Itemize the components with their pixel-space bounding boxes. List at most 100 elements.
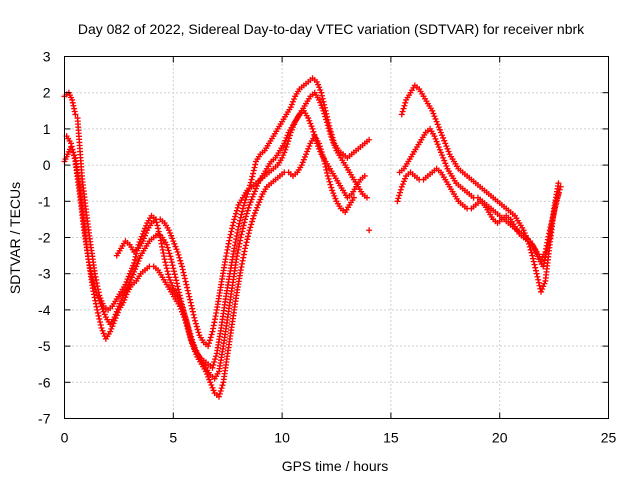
data-point (440, 154, 447, 161)
data-point (258, 193, 265, 200)
data-point (439, 152, 446, 159)
data-point (172, 274, 179, 281)
data-point (94, 309, 101, 316)
data-point (322, 113, 329, 120)
data-point (70, 149, 77, 156)
data-point (535, 276, 542, 283)
data-point (208, 331, 215, 338)
data-point (331, 142, 338, 149)
data-point (177, 295, 184, 302)
data-point (118, 297, 125, 304)
data-point (189, 336, 196, 343)
series-track-7 (398, 82, 562, 295)
data-point (181, 275, 188, 282)
data-point (226, 234, 233, 241)
data-point (523, 235, 530, 242)
data-point (431, 113, 438, 120)
data-marks (61, 75, 564, 400)
data-point (168, 279, 175, 286)
data-point (548, 221, 555, 228)
data-point (257, 196, 264, 203)
data-point (179, 263, 186, 270)
data-point (69, 96, 76, 103)
data-point (186, 293, 193, 300)
data-point (125, 282, 132, 289)
data-point (212, 356, 219, 363)
data-point (248, 176, 255, 183)
data-point (164, 244, 171, 251)
data-point (237, 214, 244, 221)
data-point (555, 191, 562, 198)
x-tick-label: 20 (492, 430, 508, 446)
data-point (240, 222, 247, 229)
data-point (114, 305, 121, 312)
data-point (521, 229, 528, 236)
data-point (289, 98, 296, 105)
data-point (93, 289, 100, 296)
data-point (433, 138, 440, 145)
data-point (237, 217, 244, 224)
data-point (209, 364, 216, 371)
data-point (179, 266, 186, 273)
data-point (125, 273, 132, 280)
data-point (119, 295, 126, 302)
data-point (107, 328, 114, 335)
data-point (366, 136, 373, 143)
data-point (154, 222, 161, 229)
data-point (218, 385, 225, 392)
x-tick-label: 15 (383, 430, 399, 446)
data-point (228, 228, 235, 235)
data-point (251, 164, 258, 171)
data-point (435, 144, 442, 150)
axis-ticks: 0 5 10 15 20 25 -7 -6 -5 -4 -3 -2 -1 0 1 2 3 (38, 49, 616, 446)
data-point (180, 307, 187, 314)
data-point (252, 207, 259, 214)
data-point (331, 192, 338, 199)
data-point (176, 292, 183, 299)
data-point (309, 125, 316, 132)
data-point (100, 330, 107, 337)
data-point (534, 273, 541, 280)
data-point (250, 167, 257, 174)
data-point (280, 152, 287, 159)
data-point (254, 182, 261, 189)
data-point (90, 280, 97, 287)
data-point (325, 175, 332, 182)
data-point (317, 86, 324, 93)
data-point (188, 302, 195, 309)
data-point (231, 216, 238, 223)
data-point (249, 218, 256, 225)
data-point (436, 126, 443, 133)
data-point (238, 231, 245, 238)
data-point (167, 253, 174, 260)
y-tick-label: -1 (38, 193, 51, 209)
data-point (394, 198, 401, 205)
data-point (532, 264, 539, 271)
y-tick-label: -4 (38, 302, 51, 318)
data-point (307, 120, 314, 127)
data-point (311, 131, 318, 138)
data-point (281, 149, 288, 156)
series-track-6 (396, 125, 564, 270)
data-point (244, 236, 251, 243)
data-point (190, 342, 197, 349)
data-point (554, 194, 561, 201)
data-point (443, 143, 450, 150)
data-point (306, 143, 313, 150)
series-track-8 (394, 165, 562, 263)
data-point (252, 185, 259, 192)
data-point (303, 151, 310, 158)
data-point (316, 96, 323, 103)
data-point (95, 312, 102, 319)
data-point (251, 210, 258, 217)
data-point (332, 144, 339, 151)
data-point (123, 278, 130, 285)
data-point (440, 134, 447, 141)
data-point (130, 271, 137, 278)
data-point (68, 140, 75, 147)
data-point (244, 207, 251, 214)
data-point (181, 310, 188, 317)
data-point (323, 119, 330, 126)
y-tick-label: 2 (43, 85, 51, 101)
data-point (318, 89, 325, 96)
